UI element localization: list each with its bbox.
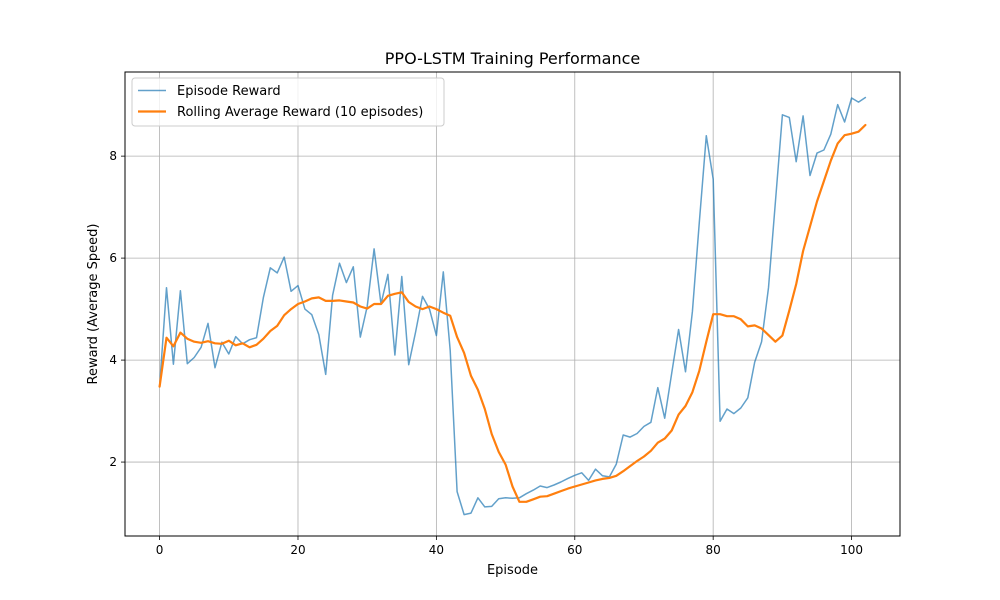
y-tick-label: 4 bbox=[109, 353, 117, 367]
legend-label-rolling-average: Rolling Average Reward (10 episodes) bbox=[177, 105, 423, 120]
plot-frame bbox=[124, 71, 901, 537]
x-tick-label: 100 bbox=[840, 543, 863, 557]
x-tick-label: 60 bbox=[567, 543, 582, 557]
y-axis-label: Reward (Average Speed) bbox=[86, 224, 101, 385]
axis-ticks: 0 20 40 60 80 100 2 4 6 8 bbox=[109, 149, 863, 557]
legend-box bbox=[131, 77, 445, 127]
x-tick-label: 40 bbox=[429, 543, 444, 557]
legend: Episode Reward Rolling Average Reward (1… bbox=[131, 77, 445, 127]
y-tick-label: 2 bbox=[109, 455, 117, 469]
x-tick-label: 80 bbox=[706, 543, 721, 557]
y-tick-label: 8 bbox=[109, 149, 117, 163]
legend-label-episode-reward: Episode Reward bbox=[177, 84, 281, 99]
x-tick-label: 20 bbox=[290, 543, 305, 557]
episode-reward-line bbox=[158, 96, 867, 516]
chart-title: PPO-LSTM Training Performance bbox=[385, 49, 640, 68]
rolling-average-line bbox=[158, 123, 867, 503]
y-tick-label: 6 bbox=[109, 251, 117, 265]
x-axis-label: Episode bbox=[487, 563, 538, 578]
x-tick-label: 0 bbox=[156, 543, 164, 557]
data-series bbox=[158, 96, 867, 516]
